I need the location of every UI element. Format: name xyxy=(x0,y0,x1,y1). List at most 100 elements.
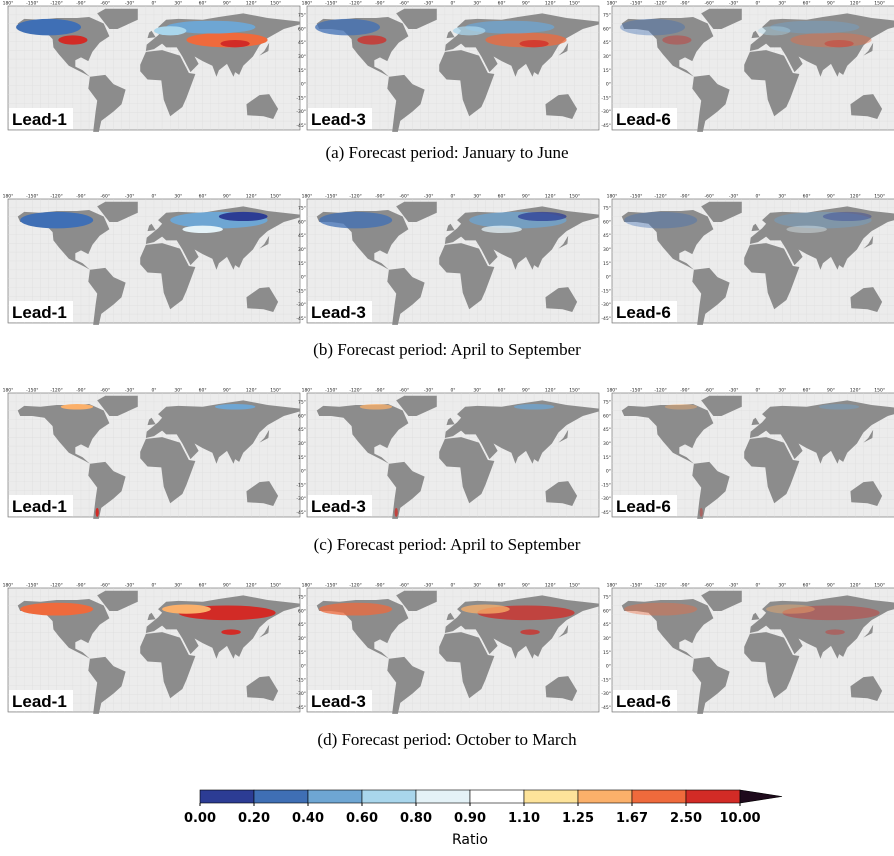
longitude-label: 60° xyxy=(199,194,207,200)
latitude-label: 0° xyxy=(606,82,611,88)
landmass xyxy=(850,676,883,701)
latitude-label: -30° xyxy=(296,302,306,308)
landmass xyxy=(850,287,883,312)
shaded-region xyxy=(624,602,698,616)
colorbar-segment xyxy=(523,789,579,804)
longitude-label: -120° xyxy=(50,194,62,200)
colorbar-tick-label: 0.80 xyxy=(400,811,432,826)
longitude-label: -120° xyxy=(654,388,666,394)
colorbar-tick-label: 0.40 xyxy=(292,811,324,826)
shaded-region xyxy=(662,35,692,45)
shaded-region xyxy=(517,211,567,222)
latitude-label: 45° xyxy=(603,427,611,433)
longitude-label: -30° xyxy=(729,194,739,200)
latitude-label: 60° xyxy=(603,608,611,614)
latitude-label: 75° xyxy=(298,595,306,601)
longitude-label: 60° xyxy=(498,1,506,7)
longitude-label: -90° xyxy=(375,194,385,200)
latitude-label: 60° xyxy=(298,413,306,419)
landmass xyxy=(439,632,495,699)
latitude-label: 45° xyxy=(298,40,306,46)
landmass xyxy=(97,8,138,29)
colorbar-extension xyxy=(739,789,783,804)
landmass xyxy=(316,404,409,464)
shaded-region xyxy=(319,211,393,229)
lead-box xyxy=(613,495,677,516)
longitude-label: 180° xyxy=(607,583,618,589)
shaded-region xyxy=(20,211,94,229)
landmass xyxy=(446,612,455,621)
latitude-label: -15° xyxy=(601,677,611,683)
latitude-label: 45° xyxy=(603,622,611,628)
colorbar-segment xyxy=(685,789,741,804)
landmass xyxy=(259,624,270,638)
longitude-label: -60° xyxy=(101,194,111,200)
landmass xyxy=(558,42,569,56)
longitude-label: -90° xyxy=(76,1,86,7)
longitude-label: -30° xyxy=(125,1,135,7)
latitude-label: 15° xyxy=(298,261,306,267)
shaded-region xyxy=(782,605,880,621)
longitude-label: 120° xyxy=(545,388,556,394)
longitude-label: -120° xyxy=(349,583,361,589)
latitude-label: -30° xyxy=(601,496,611,502)
map-panel: 180° -150° -120° -90° -60° -30° 0° 30° 60° 90° 120… xyxy=(601,1,894,132)
longitude-label: -150° xyxy=(26,1,38,7)
latitude-label: 30° xyxy=(298,441,306,447)
longitude-label: -30° xyxy=(424,1,434,7)
landmass xyxy=(744,243,800,310)
shaded-region xyxy=(162,604,211,614)
longitude-label: -120° xyxy=(349,1,361,7)
shaded-region xyxy=(315,18,380,36)
landmass xyxy=(88,461,126,519)
landmass xyxy=(863,624,874,638)
longitude-label: 30° xyxy=(778,1,786,7)
longitude-label: 60° xyxy=(803,388,811,394)
latitude-label: 15° xyxy=(603,68,611,74)
landmass xyxy=(147,417,156,426)
landmass xyxy=(558,429,569,443)
map-panel: 180° -150° -120° -90° -60° -30° 0° 30° 60° 90° 120… xyxy=(601,583,894,714)
landmass xyxy=(387,267,425,325)
latitude-label: 15° xyxy=(603,455,611,461)
longitude-label: -30° xyxy=(424,194,434,200)
latitude-label: -45° xyxy=(296,705,306,711)
longitude-label: 180° xyxy=(302,583,313,589)
map-panel: 180° -150° -120° -90° -60° -30° 0° 30° 60° 90° 120… xyxy=(296,583,600,714)
longitude-label: -60° xyxy=(705,583,715,589)
longitude-label: -120° xyxy=(349,194,361,200)
longitude-label: 30° xyxy=(473,194,481,200)
longitude-label: -30° xyxy=(729,388,739,394)
latitude-label: 45° xyxy=(298,427,306,433)
shaded-region xyxy=(16,18,81,36)
colorbar-segment xyxy=(307,789,363,804)
longitude-label: 0° xyxy=(151,194,156,200)
longitude-label: 60° xyxy=(498,388,506,394)
longitude-label: 180° xyxy=(302,1,313,7)
landmass xyxy=(17,599,110,659)
longitude-label: -60° xyxy=(705,388,715,394)
landmass xyxy=(259,235,270,249)
longitude-label: 180° xyxy=(302,388,313,394)
lead-label: Lead-6 xyxy=(616,692,671,711)
latitude-label: 0° xyxy=(301,82,306,88)
map-panel: 180° -150° -120° -90° -60° -30° 0° 30° 60° 90° 120… xyxy=(296,1,600,132)
longitude-label: 120° xyxy=(246,583,257,589)
shaded-region xyxy=(824,39,854,48)
longitude-label: -120° xyxy=(50,583,62,589)
latitude-label: -15° xyxy=(296,482,306,488)
latitude-label: -15° xyxy=(296,95,306,101)
latitude-label: 15° xyxy=(603,261,611,267)
landmass xyxy=(545,94,578,119)
longitude-label: 90° xyxy=(223,194,231,200)
landmass xyxy=(751,417,760,426)
landmass xyxy=(17,17,110,77)
longitude-label: -90° xyxy=(76,194,86,200)
shaded-region xyxy=(519,39,549,48)
latitude-label: 0° xyxy=(606,664,611,670)
lead-box xyxy=(308,301,372,322)
colorbar-segment xyxy=(199,789,255,804)
longitude-label: -30° xyxy=(125,388,135,394)
longitude-label: -150° xyxy=(325,388,337,394)
landmass xyxy=(246,287,279,312)
